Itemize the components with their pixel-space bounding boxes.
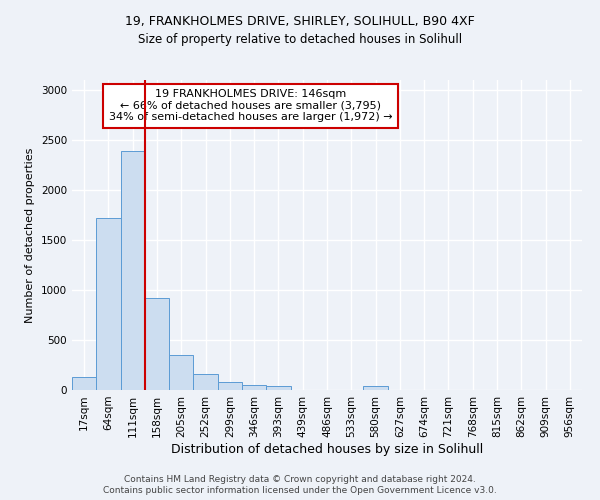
Bar — [266, 386, 290, 390]
Text: 19, FRANKHOLMES DRIVE, SHIRLEY, SOLIHULL, B90 4XF: 19, FRANKHOLMES DRIVE, SHIRLEY, SOLIHULL… — [125, 15, 475, 28]
Bar — [364, 386, 388, 390]
Bar — [218, 382, 242, 390]
Text: 19 FRANKHOLMES DRIVE: 146sqm
← 66% of detached houses are smaller (3,795)
34% of: 19 FRANKHOLMES DRIVE: 146sqm ← 66% of de… — [109, 90, 392, 122]
Bar — [145, 298, 169, 390]
Bar — [121, 151, 145, 390]
X-axis label: Distribution of detached houses by size in Solihull: Distribution of detached houses by size … — [171, 442, 483, 456]
Bar — [96, 218, 121, 390]
Bar — [193, 374, 218, 390]
Bar — [169, 355, 193, 390]
Bar — [72, 377, 96, 390]
Text: Contains HM Land Registry data © Crown copyright and database right 2024.: Contains HM Land Registry data © Crown c… — [124, 475, 476, 484]
Text: Size of property relative to detached houses in Solihull: Size of property relative to detached ho… — [138, 32, 462, 46]
Bar — [242, 385, 266, 390]
Y-axis label: Number of detached properties: Number of detached properties — [25, 148, 35, 322]
Text: Contains public sector information licensed under the Open Government Licence v3: Contains public sector information licen… — [103, 486, 497, 495]
